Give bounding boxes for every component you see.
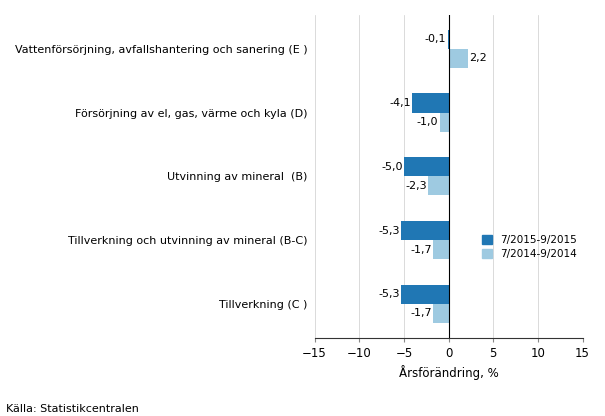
Text: 2,2: 2,2 [469,53,487,63]
Text: -5,3: -5,3 [378,289,400,299]
Bar [440,113,448,132]
Bar [428,176,448,196]
X-axis label: Årsförändring, %: Årsförändring, % [399,365,499,380]
Text: -1,7: -1,7 [410,308,432,318]
Text: -5,0: -5,0 [381,162,402,172]
Text: -2,3: -2,3 [405,181,427,191]
Bar [401,221,448,240]
Text: -1,0: -1,0 [417,117,438,127]
Bar [404,157,448,176]
Bar [433,304,448,323]
Text: -5,3: -5,3 [378,225,400,235]
Legend: 7/2015-9/2015, 7/2014-9/2014: 7/2015-9/2015, 7/2014-9/2014 [482,235,577,260]
Text: -0,1: -0,1 [425,34,446,44]
Bar [433,240,448,259]
Text: -4,1: -4,1 [389,98,411,108]
Bar [412,94,448,113]
Bar [401,285,448,304]
Text: -1,7: -1,7 [410,245,432,255]
Text: Källa: Statistikcentralen: Källa: Statistikcentralen [6,404,139,414]
Bar [448,49,468,68]
